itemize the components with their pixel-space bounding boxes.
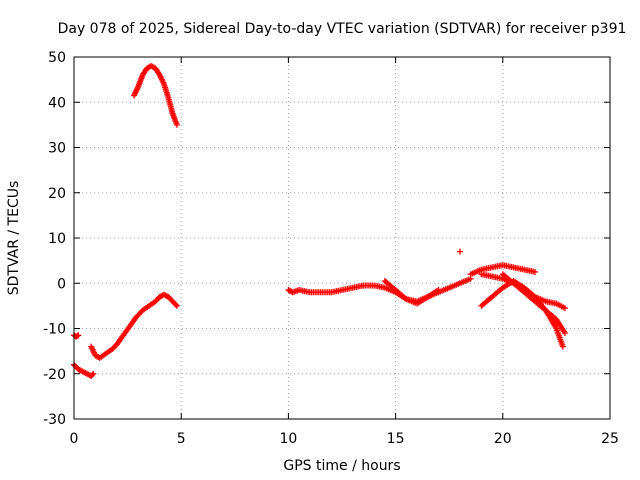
y-tick-label: 30	[48, 141, 66, 157]
y-tick-label: -10	[43, 322, 66, 338]
axis-ticks: 0 5 10 15 20 25 -30 -20 -10 0 10 20 30 40 50	[43, 50, 619, 447]
series-arc-11	[456, 248, 463, 255]
data-point	[173, 302, 180, 309]
y-tick-label: -20	[43, 367, 66, 383]
x-tick-label: 25	[601, 431, 619, 447]
data-point	[435, 287, 442, 294]
y-tick-label: 20	[48, 186, 66, 202]
y-tick-label: 10	[48, 231, 66, 247]
data-point	[74, 332, 81, 339]
grid-lines	[74, 57, 610, 419]
plot-frame	[73, 56, 611, 420]
data-point	[531, 268, 538, 275]
y-tick-label: -30	[43, 412, 66, 428]
y-axis-label: SDTVAR / TECUs	[6, 181, 22, 296]
data-point	[561, 305, 568, 312]
data-point	[75, 332, 82, 339]
x-axis-label: GPS time / hours	[283, 458, 400, 474]
y-tick-label: 50	[48, 50, 66, 66]
data-point	[456, 248, 463, 255]
x-tick-label: 15	[387, 431, 405, 447]
series-arc-10	[478, 277, 566, 350]
y-tick-label: 0	[57, 276, 66, 292]
x-tick-label: 20	[494, 431, 512, 447]
series-arc-4	[131, 63, 180, 128]
data-point	[90, 370, 97, 377]
x-tick-label: 0	[70, 431, 79, 447]
x-tick-label: 10	[279, 431, 297, 447]
data-points	[71, 63, 568, 380]
data-point	[559, 343, 566, 350]
series-arc-6	[381, 277, 442, 307]
data-point	[561, 330, 568, 337]
series-arc-3	[88, 291, 180, 361]
data-point	[173, 121, 180, 128]
data-point	[172, 301, 179, 308]
x-tick-label: 5	[177, 431, 186, 447]
chart-title: Day 078 of 2025, Sidereal Day-to-day VTE…	[58, 21, 627, 37]
data-point	[89, 371, 96, 378]
series-arc-7	[467, 262, 538, 278]
y-tick-label: 40	[48, 95, 66, 111]
data-point	[401, 294, 408, 301]
